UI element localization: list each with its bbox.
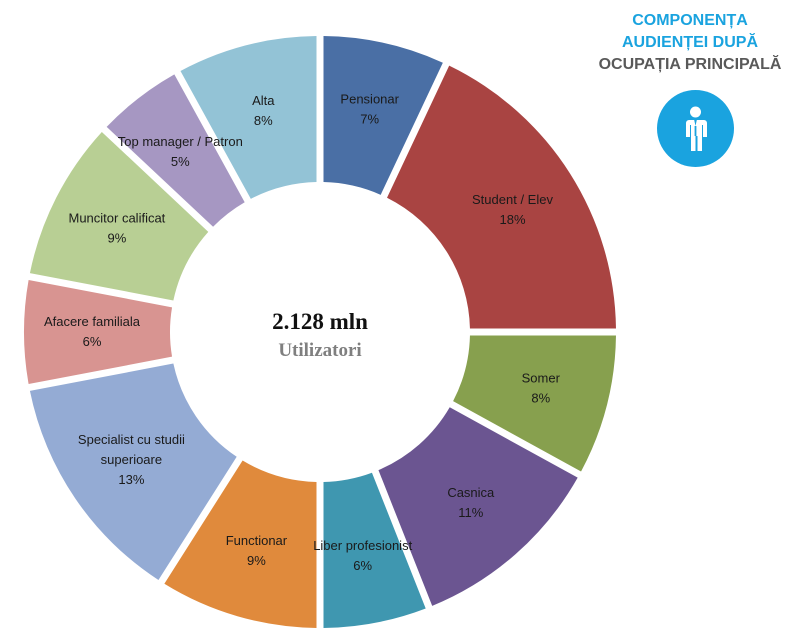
slice-top-manager-patron xyxy=(106,74,245,227)
slice-label-liber-profesionist: Liber profesionist xyxy=(313,538,412,553)
slice-liber-profesionist xyxy=(323,472,426,628)
center-value: 2.128 mln xyxy=(272,309,368,334)
slice-pct-muncitor-calificat: 9% xyxy=(108,231,127,246)
slice-alta xyxy=(180,36,317,199)
slice-pct-functionar: 9% xyxy=(247,553,266,568)
slice-label-top-manager-patron: Top manager / Patron xyxy=(118,134,243,149)
slice-pct-student-elev: 18% xyxy=(499,212,525,227)
title-line-2: AUDIENȚEI DUPĂ xyxy=(621,34,758,51)
slice-casnica xyxy=(378,407,578,606)
slice-label-muncitor-calificat: Muncitor calificat xyxy=(68,211,165,226)
slice-pct-afacere-familiala: 6% xyxy=(83,334,102,349)
slice-muncitor-calificat xyxy=(29,131,209,301)
slice-label-functionar: Functionar xyxy=(226,533,288,548)
slice-functionar xyxy=(164,460,317,628)
slice-labels: Pensionar 7% Student / Elev 18% Somer 8% Casni… xyxy=(44,92,561,574)
person-icon xyxy=(657,90,734,167)
slice-pct-alta: 8% xyxy=(254,113,273,128)
slice-specialist-cu-studii-superioare xyxy=(29,363,237,581)
slice-pensionar xyxy=(323,36,443,195)
slice-label-somer: Somer xyxy=(522,371,561,386)
slice-label-pensionar: Pensionar xyxy=(340,92,399,107)
slice-label-student-elev: Student / Elev xyxy=(472,192,553,207)
donut-slices xyxy=(23,36,616,628)
slice-pct-liber-profesionist: 6% xyxy=(353,558,372,573)
slice-pct-casnica: 11% xyxy=(458,505,483,520)
slice-somer xyxy=(453,335,616,472)
slice-label-alta: Alta xyxy=(252,93,275,108)
slice-pct-top-manager-patron: 5% xyxy=(171,154,190,169)
slice-label-specialist-cu-studii-superioare: superioare xyxy=(101,452,162,467)
slice-label-specialist-cu-studii-superioare: Specialist cu studii xyxy=(78,432,185,447)
slice-student-elev xyxy=(387,65,616,329)
slice-pct-specialist-cu-studii-superioare: 13% xyxy=(118,472,144,487)
center-label: Utilizatori xyxy=(278,340,361,361)
slice-afacere-familiala xyxy=(23,279,173,385)
slice-label-afacere-familiala: Afacere familiala xyxy=(44,314,141,329)
slice-pct-somer: 8% xyxy=(531,391,550,406)
chart-title: COMPONENȚA AUDIENȚEI DUPĂ OCUPAȚIA PRINC… xyxy=(585,10,795,76)
title-line-1: COMPONENȚA xyxy=(632,12,748,29)
title-line-3: OCUPAȚIA PRINCIPALĂ xyxy=(598,56,782,73)
slice-label-casnica: Casnica xyxy=(447,485,495,500)
slice-pct-pensionar: 7% xyxy=(360,112,379,127)
